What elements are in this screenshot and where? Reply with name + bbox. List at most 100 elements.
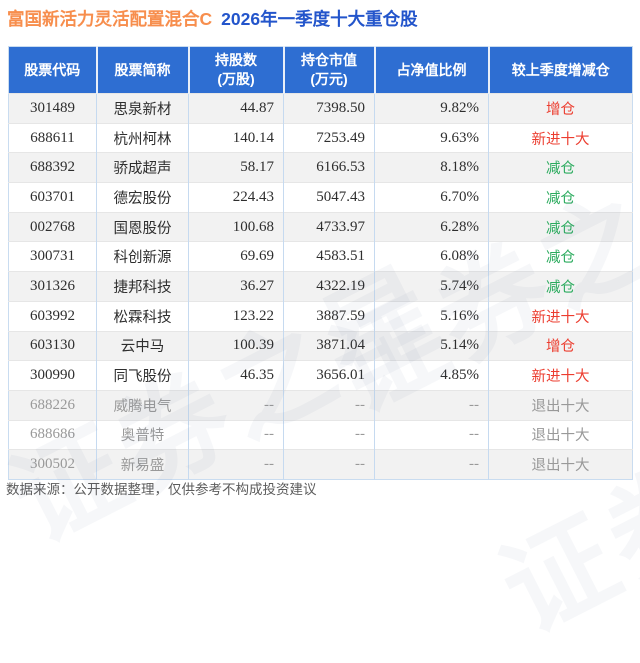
cell-name: 松霖科技 [96, 300, 189, 331]
cell-ratio: 5.74% [374, 271, 489, 302]
cell-change: 退出十大 [488, 449, 633, 480]
table-row: 301326 捷邦科技 36.27 4322.19 5.74% 减仓 [8, 271, 633, 302]
cell-value: 3656.01 [283, 360, 375, 391]
cell-code: 301489 [8, 93, 97, 124]
table-body: 301489 思泉新材 44.87 7398.50 9.82% 增仓 688611 杭州柯林 1… [8, 93, 633, 480]
col-header-shares: 持股数 (万股) [187, 46, 284, 94]
cell-value: 3871.04 [283, 330, 375, 361]
cell-value: 4733.97 [283, 211, 375, 242]
table-row: 002768 国恩股份 100.68 4733.97 6.28% 减仓 [8, 211, 633, 242]
cell-code: 300502 [8, 449, 97, 480]
cell-change: 新进十大 [488, 300, 633, 331]
table-row: 688226 威腾电气 -- -- -- 退出十大 [8, 389, 633, 421]
fund-name: 富国新活力灵活配置混合C [7, 9, 213, 29]
cell-name: 德宏股份 [96, 182, 189, 213]
cell-change: 增仓 [488, 93, 633, 124]
col-header-name: 股票简称 [95, 46, 189, 94]
cell-code: 002768 [8, 211, 97, 242]
col-header-ratio: 占净值比例 [373, 46, 489, 94]
table-row: 603130 云中马 100.39 3871.04 5.14% 增仓 [8, 330, 633, 361]
table-row: 688392 骄成超声 58.17 6166.53 8.18% 减仓 [8, 152, 633, 183]
cell-value: 7253.49 [283, 122, 375, 153]
cell-shares: -- [188, 389, 284, 421]
cell-name: 思泉新材 [96, 93, 189, 124]
cell-shares: 224.43 [188, 182, 284, 213]
cell-code: 603130 [8, 330, 97, 361]
cell-change: 减仓 [488, 182, 633, 213]
col-header-value: 持仓市值 (万元) [282, 46, 375, 94]
cell-ratio: 8.18% [374, 152, 489, 183]
cell-value: 7398.50 [283, 93, 375, 124]
cell-code: 300731 [8, 241, 97, 272]
table-row: 603701 德宏股份 224.43 5047.43 6.70% 减仓 [8, 182, 633, 213]
page-title: 富国新活力灵活配置混合C 2026年一季度十大重仓股 [7, 6, 418, 31]
cell-change: 减仓 [488, 152, 633, 183]
cell-ratio: 5.16% [374, 300, 489, 331]
cell-change: 减仓 [488, 241, 633, 272]
cell-value: 4583.51 [283, 241, 375, 272]
cell-value: -- [283, 419, 375, 450]
cell-name: 新易盛 [96, 449, 189, 480]
cell-ratio: 9.82% [374, 93, 489, 124]
cell-value: 5047.43 [283, 182, 375, 213]
data-source-note: 数据来源：公开数据整理，仅供参考不构成投资建议 [6, 482, 317, 497]
table-row: 301489 思泉新材 44.87 7398.50 9.82% 增仓 [8, 93, 633, 124]
holdings-table: 股票代码 股票简称 持股数 (万股) 持仓市值 (万元) 占净值比例 较上季度增减仓 30… [8, 46, 633, 480]
cell-shares: -- [188, 449, 284, 480]
cell-shares: 44.87 [188, 93, 284, 124]
cell-change: 新进十大 [488, 360, 633, 391]
cell-code: 688392 [8, 152, 97, 183]
table-row: 688686 奥普特 -- -- -- 退出十大 [8, 419, 633, 450]
cell-shares: 46.35 [188, 360, 284, 391]
cell-ratio: 6.70% [374, 182, 489, 213]
table-row: 300990 同飞股份 46.35 3656.01 4.85% 新进十大 [8, 360, 633, 391]
cell-shares: 100.39 [188, 330, 284, 361]
col-header-code: 股票代码 [8, 46, 97, 94]
header-row: 股票代码 股票简称 持股数 (万股) 持仓市值 (万元) 占净值比例 较上季度增减仓 [8, 46, 633, 94]
cell-name: 捷邦科技 [96, 271, 189, 302]
col-header-change: 较上季度增减仓 [487, 46, 633, 94]
cell-name: 骄成超声 [96, 152, 189, 183]
cell-shares: 140.14 [188, 122, 284, 153]
table-row: 300502 新易盛 -- -- -- 退出十大 [8, 449, 633, 480]
report-period: 2026年一季度十大重仓股 [221, 9, 418, 29]
cell-value: -- [283, 389, 375, 421]
cell-change: 减仓 [488, 211, 633, 242]
cell-value: 6166.53 [283, 152, 375, 183]
cell-ratio: -- [374, 449, 489, 480]
cell-value: 3887.59 [283, 300, 375, 331]
cell-code: 603992 [8, 300, 97, 331]
cell-ratio: 9.63% [374, 122, 489, 153]
cell-name: 云中马 [96, 330, 189, 361]
cell-shares: 123.22 [188, 300, 284, 331]
cell-change: 减仓 [488, 271, 633, 302]
cell-change: 退出十大 [488, 419, 633, 450]
cell-change: 退出十大 [488, 389, 633, 421]
cell-value: 4322.19 [283, 271, 375, 302]
cell-shares: 100.68 [188, 211, 284, 242]
cell-name: 杭州柯林 [96, 122, 189, 153]
cell-code: 688611 [8, 122, 97, 153]
cell-code: 688226 [8, 389, 97, 421]
cell-shares: -- [188, 419, 284, 450]
cell-code: 300990 [8, 360, 97, 391]
cell-value: -- [283, 449, 375, 480]
cell-ratio: 4.85% [374, 360, 489, 391]
cell-shares: 58.17 [188, 152, 284, 183]
cell-name: 威腾电气 [96, 389, 189, 421]
cell-shares: 36.27 [188, 271, 284, 302]
cell-name: 科创新源 [96, 241, 189, 272]
cell-code: 688686 [8, 419, 97, 450]
table-row: 300731 科创新源 69.69 4583.51 6.08% 减仓 [8, 241, 633, 272]
table-row: 688611 杭州柯林 140.14 7253.49 9.63% 新进十大 [8, 122, 633, 153]
cell-ratio: -- [374, 389, 489, 421]
cell-code: 603701 [8, 182, 97, 213]
cell-ratio: 5.14% [374, 330, 489, 361]
cell-shares: 69.69 [188, 241, 284, 272]
table-row: 603992 松霖科技 123.22 3887.59 5.16% 新进十大 [8, 300, 633, 331]
cell-name: 国恩股份 [96, 211, 189, 242]
cell-ratio: 6.08% [374, 241, 489, 272]
cell-name: 同飞股份 [96, 360, 189, 391]
cell-change: 新进十大 [488, 122, 633, 153]
cell-ratio: 6.28% [374, 211, 489, 242]
